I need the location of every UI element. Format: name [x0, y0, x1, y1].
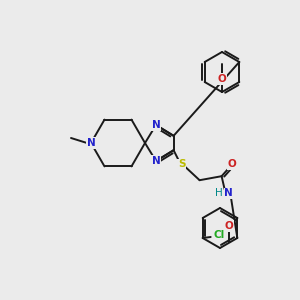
Text: N: N [87, 138, 95, 148]
Text: H: H [215, 188, 223, 198]
Text: S: S [178, 159, 185, 169]
Text: O: O [218, 74, 226, 84]
Text: N: N [152, 120, 160, 130]
Text: N: N [152, 156, 160, 166]
Text: O: O [227, 159, 236, 169]
Text: O: O [225, 221, 234, 231]
Text: N: N [224, 188, 233, 198]
Text: Cl: Cl [213, 230, 224, 240]
